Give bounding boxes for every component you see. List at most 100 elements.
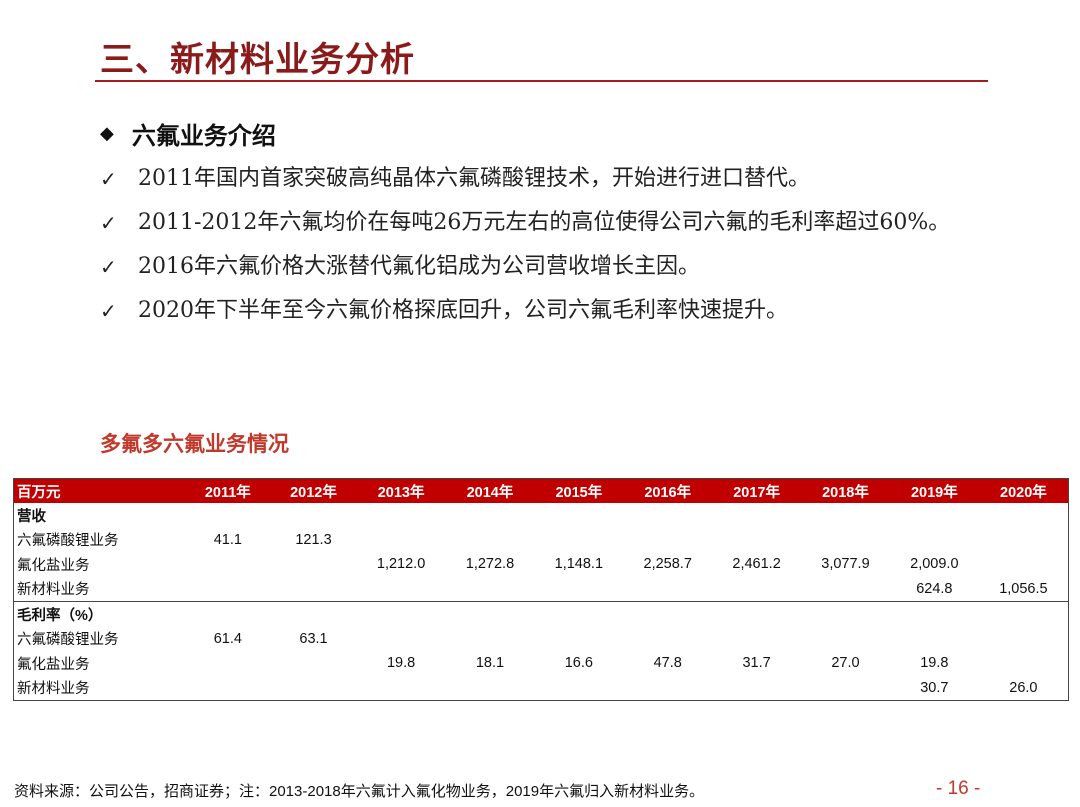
- header-cell: 2020年: [978, 478, 1069, 503]
- table-cell: [712, 627, 801, 652]
- table-cell: [890, 627, 979, 652]
- check-icon: ✓: [100, 299, 117, 323]
- header-cell: 2017年: [712, 478, 802, 503]
- table-cell: [623, 528, 712, 553]
- table-cell: [185, 651, 270, 676]
- table-row: 六氟磷酸锂业务 61.4 63.1: [14, 627, 1069, 652]
- header-cell: 2019年: [889, 478, 979, 503]
- table-cell: 1,056.5: [999, 580, 1048, 597]
- check-icon: ✓: [100, 211, 117, 235]
- table-cell: 121.3: [295, 531, 332, 548]
- row-label: 六氟磷酸锂业务: [17, 632, 119, 649]
- header-cell: 2018年: [801, 478, 890, 503]
- table-cell: 61.4: [213, 630, 242, 647]
- table-cell: [270, 676, 356, 701]
- header-cell: 百万元: [13, 478, 186, 503]
- table-cell: [446, 676, 535, 701]
- table-cell: 30.7: [920, 679, 949, 696]
- row-label: 氟化盐业务: [17, 656, 90, 673]
- table-cell: [185, 577, 270, 602]
- table-cell: [270, 577, 356, 602]
- bullet-list: ✓ 2011年国内首家突破高纯晶体六氟磷酸锂技术，开始进行进口替代。 ✓ 201…: [100, 160, 1000, 336]
- bullet-text: 2011-2012年六氟均价在每吨26万元左右的高位使得公司六氟的毛利率超过60…: [138, 210, 951, 235]
- table-cell: [446, 528, 535, 553]
- table-cell: 18.1: [475, 655, 505, 672]
- table-cell: 624.8: [916, 580, 953, 597]
- table-body: 营收 六氟磷酸锂业务 41.1 121.3 氟化盐业务 1,212.0 1,272.8 1,1…: [13, 503, 1069, 701]
- table-cell: [357, 676, 446, 701]
- table-cell: [801, 676, 890, 701]
- header-cell: 2015年: [534, 478, 624, 503]
- table-cell: [890, 528, 979, 553]
- table-cell: [534, 627, 623, 652]
- row-label: 氟化盐业务: [17, 557, 90, 574]
- table-cell: [446, 577, 535, 602]
- header-cell: 2016年: [623, 478, 713, 503]
- table-group-row: 毛利率（%）: [13, 601, 1069, 627]
- group-label: 营收: [17, 508, 46, 525]
- table-cell: [979, 552, 1069, 577]
- table-cell: [801, 577, 890, 602]
- page-title: 三、新材料业务分析: [100, 40, 415, 80]
- table-cell: [623, 627, 712, 652]
- table-cell: [534, 528, 623, 553]
- table-cell: [712, 676, 801, 701]
- table-cell: [623, 676, 712, 701]
- section-heading: ◆ 六氟业务介绍: [100, 116, 276, 151]
- table-cell: [534, 577, 623, 602]
- table-cell: 19.8: [386, 655, 416, 672]
- table-cell: [534, 676, 623, 701]
- table-cell: [801, 627, 890, 652]
- table-header-row: 百万元 2011年 2012年 2013年 2014年 2015年 2016年 …: [13, 478, 1069, 503]
- table-cell: [185, 552, 270, 577]
- group-label: 毛利率（%）: [13, 601, 1069, 627]
- bullet-item: ✓ 2011年国内首家突破高纯晶体六氟磷酸锂技术，开始进行进口替代。: [100, 160, 1000, 198]
- table-cell: 47.8: [653, 655, 682, 672]
- table-cell: 2,258.7: [643, 556, 692, 573]
- page-number: - 16 -: [936, 778, 981, 799]
- table-row: 新材料业务 30.7 26.0: [14, 676, 1069, 701]
- table-cell: 2,461.2: [732, 556, 781, 573]
- table-cell: [185, 676, 270, 701]
- source-note: 资料来源：公司公告，招商证券；注：2013-2018年六氟计入氟化物业务，201…: [14, 783, 705, 800]
- row-label: 六氟磷酸锂业务: [17, 533, 119, 550]
- table-cell: [357, 528, 446, 553]
- table-cell: 2,009.0: [910, 556, 959, 573]
- table-cell: 1,272.8: [465, 556, 515, 573]
- table-cell: 41.1: [213, 531, 242, 548]
- table-cell: 31.7: [742, 655, 771, 672]
- table-cell: [270, 651, 356, 676]
- business-table: 百万元 2011年 2012年 2013年 2014年 2015年 2016年 …: [13, 478, 1069, 701]
- table-cell: [979, 651, 1069, 676]
- table-cell: 16.6: [564, 655, 593, 672]
- table-group-row: 营收: [14, 503, 1069, 528]
- table-cell: [446, 627, 535, 652]
- table-row: 氟化盐业务 1,212.0 1,272.8 1,148.1 2,258.7 2,461.2…: [14, 552, 1069, 577]
- bullet-item: ✓ 2011-2012年六氟均价在每吨26万元左右的高位使得公司六氟的毛利率超过…: [100, 204, 1000, 242]
- table-cell: [712, 528, 801, 553]
- row-label: 新材料业务: [17, 582, 90, 599]
- table-cell: [979, 627, 1069, 652]
- header-cell: 2014年: [445, 478, 535, 503]
- table-caption: 多氟多六氟业务情况: [100, 431, 289, 456]
- diamond-icon: ◆: [100, 123, 114, 144]
- row-label: 新材料业务: [17, 681, 90, 698]
- bullet-text: 2020年下半年至今六氟价格探底回升，公司六氟毛利率快速提升。: [138, 298, 788, 323]
- table-row: 新材料业务 624.8 1,056.5: [14, 577, 1069, 602]
- header-cell: 2013年: [356, 478, 446, 503]
- table-cell: 63.1: [299, 630, 328, 647]
- section-heading-label: 六氟业务介绍: [131, 121, 276, 150]
- table-row: 氟化盐业务 19.8 18.1 16.6 47.8 31.7 27.0 19.8: [14, 651, 1069, 676]
- table-cell: [270, 552, 356, 577]
- table-cell: [357, 577, 446, 602]
- table-cell: [801, 528, 890, 553]
- title-divider: [95, 80, 988, 82]
- table-cell: [357, 627, 446, 652]
- table-cell: 19.8: [920, 655, 949, 672]
- header-cell: 2012年: [270, 478, 357, 503]
- table-cell: 3,077.9: [821, 556, 870, 573]
- check-icon: ✓: [100, 255, 117, 279]
- table-cell: [623, 577, 712, 602]
- table-cell: [979, 528, 1069, 553]
- bullet-text: 2016年六氟价格大涨替代氟化铝成为公司营收增长主因。: [138, 254, 700, 279]
